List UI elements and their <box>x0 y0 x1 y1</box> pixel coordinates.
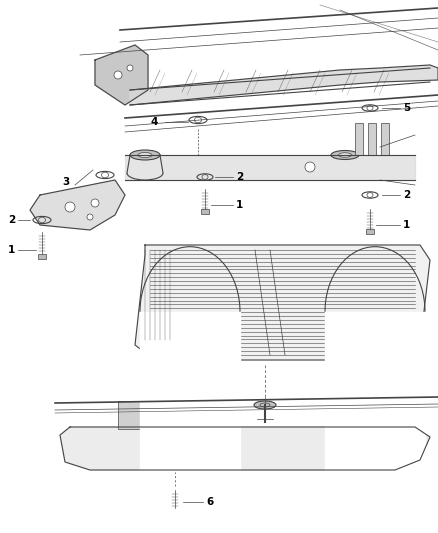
Polygon shape <box>60 427 430 470</box>
Polygon shape <box>130 65 438 105</box>
Text: 1: 1 <box>8 245 15 255</box>
Circle shape <box>65 202 75 212</box>
Circle shape <box>91 199 99 207</box>
Text: 2: 2 <box>236 172 243 182</box>
Circle shape <box>375 440 395 460</box>
Ellipse shape <box>130 150 160 160</box>
Circle shape <box>114 71 122 79</box>
Circle shape <box>87 214 93 220</box>
Circle shape <box>305 162 315 172</box>
Text: 4: 4 <box>151 117 158 127</box>
Polygon shape <box>135 245 430 360</box>
Ellipse shape <box>138 152 152 157</box>
Bar <box>171 508 179 513</box>
Text: 1: 1 <box>236 200 243 210</box>
Text: 3: 3 <box>63 177 70 187</box>
Bar <box>368 123 376 155</box>
Bar <box>38 254 46 259</box>
Polygon shape <box>95 45 148 105</box>
Ellipse shape <box>254 401 276 409</box>
Ellipse shape <box>169 488 181 492</box>
Text: 2: 2 <box>8 215 15 225</box>
Text: 2: 2 <box>403 190 410 200</box>
Text: 6: 6 <box>206 497 213 507</box>
Polygon shape <box>125 155 415 180</box>
Ellipse shape <box>339 153 352 157</box>
Bar <box>355 123 363 155</box>
Text: 1: 1 <box>403 220 410 230</box>
Bar <box>201 209 209 214</box>
Bar <box>366 229 374 234</box>
Circle shape <box>367 432 403 468</box>
Circle shape <box>127 65 133 71</box>
Text: 5: 5 <box>403 103 410 113</box>
Polygon shape <box>30 180 125 230</box>
Ellipse shape <box>331 150 359 159</box>
Bar <box>381 123 389 155</box>
Bar <box>118 401 142 429</box>
